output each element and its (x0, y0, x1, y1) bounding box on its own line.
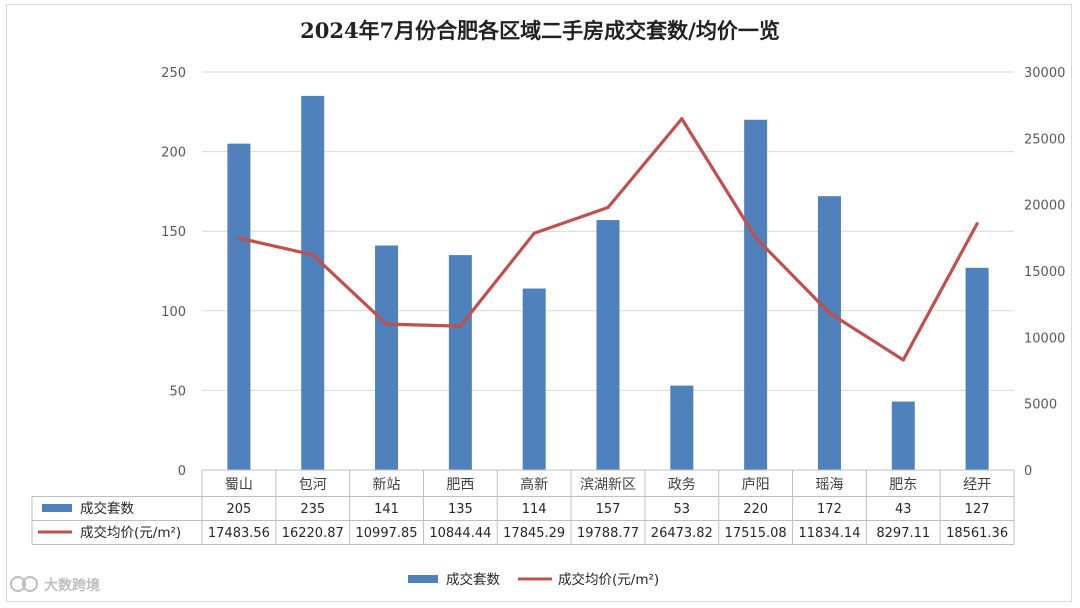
line-point (901, 358, 905, 362)
category-label: 政务 (668, 477, 696, 493)
legend-bar-label: 成交套数 (446, 571, 500, 588)
y-right-tick-label: 5000 (1024, 398, 1057, 413)
line-value-label: 18561.36 (946, 526, 1008, 541)
legend-line-label: 成交均价(元/m²) (558, 571, 659, 588)
line-value-label: 17515.08 (725, 526, 787, 541)
y-left-tick-label: 0 (178, 464, 186, 479)
y-left-tick-label: 250 (161, 66, 186, 81)
line-point (606, 205, 610, 210)
line-point (384, 322, 389, 326)
watermark: 大数跨境 (10, 576, 100, 594)
line-value-label: 10844.44 (429, 526, 491, 541)
bar-value-label: 127 (965, 502, 990, 517)
bar-value-label: 114 (522, 502, 547, 517)
line-value-label: 26473.82 (651, 526, 713, 541)
bar (448, 255, 472, 470)
category-label: 滨湖新区 (580, 477, 636, 493)
y-left-tick-label: 100 (161, 305, 186, 320)
bar (965, 267, 989, 470)
line-point (237, 236, 241, 240)
line-value-label: 8297.11 (876, 526, 930, 541)
bar (670, 385, 694, 470)
bar (375, 245, 399, 470)
line-value-label: 17483.56 (208, 526, 270, 541)
line-point (680, 117, 684, 121)
y-left-tick-label: 200 (161, 146, 186, 161)
category-label: 庐阳 (742, 477, 770, 493)
bar-value-label: 235 (300, 502, 325, 517)
line-value-label: 11834.14 (798, 526, 860, 541)
category-label: 包河 (299, 477, 327, 493)
category-label: 蜀山 (225, 477, 253, 493)
bar (522, 288, 546, 470)
line-point (311, 253, 315, 257)
category-label: 新站 (373, 477, 401, 493)
category-label: 经开 (963, 477, 991, 493)
logo-icon (10, 576, 38, 592)
y-right-tick-label: 25000 (1024, 132, 1065, 147)
bar-value-label: 43 (895, 502, 912, 517)
category-label: 高新 (520, 476, 548, 493)
line-series-row-label: 成交均价(元/m²) (80, 524, 181, 541)
bar-series-row-label: 成交套数 (80, 500, 134, 517)
axes: 0 50 100 150 200 250 0 5000 10000 15000 20000 25000… (161, 66, 1065, 479)
y-left-tick-label: 150 (161, 225, 186, 240)
legend: 成交套数 成交均价(元/m²) (408, 571, 659, 588)
line-value-label: 16220.87 (282, 526, 344, 541)
legend-bar-key (408, 575, 438, 583)
bar-value-label: 205 (226, 502, 251, 517)
line-point (827, 311, 832, 315)
y-right-tick-label: 10000 (1024, 331, 1065, 346)
line-point (754, 236, 758, 240)
bar (227, 143, 251, 470)
bar-value-label: 135 (448, 502, 473, 517)
bar-value-label: 157 (596, 502, 621, 517)
bar (744, 119, 768, 470)
line-series (237, 117, 979, 362)
y-right-tick-label: 15000 (1024, 265, 1065, 280)
bar-value-label: 172 (817, 502, 842, 517)
line-point (975, 222, 979, 226)
line-value-label: 19788.77 (577, 526, 639, 541)
line-value-label: 10997.85 (356, 526, 418, 541)
y-right-tick-label: 30000 (1024, 66, 1065, 81)
y-right-tick-label: 0 (1024, 464, 1032, 479)
category-label: 肥东 (889, 477, 917, 493)
bar (596, 220, 620, 470)
line-value-label: 17845.29 (503, 526, 565, 541)
bar-value-label: 220 (743, 502, 768, 517)
bar-series (227, 95, 989, 470)
line-point (532, 231, 536, 235)
line-point (458, 324, 462, 328)
chart-title: 2024年7月份合肥各区域二手房成交套数/均价一览 (300, 18, 780, 43)
bar-value-label: 141 (374, 502, 399, 517)
bar (301, 95, 325, 470)
y-right-tick-label: 20000 (1024, 199, 1065, 214)
y-left-tick-label: 50 (169, 384, 186, 399)
watermark-text: 大数跨境 (44, 577, 100, 594)
bar (817, 196, 841, 470)
category-label: 瑶海 (815, 477, 843, 493)
bar-series-key (42, 504, 72, 512)
bar-value-label: 53 (674, 502, 691, 517)
bar (891, 401, 915, 470)
category-label: 肥西 (446, 477, 474, 493)
